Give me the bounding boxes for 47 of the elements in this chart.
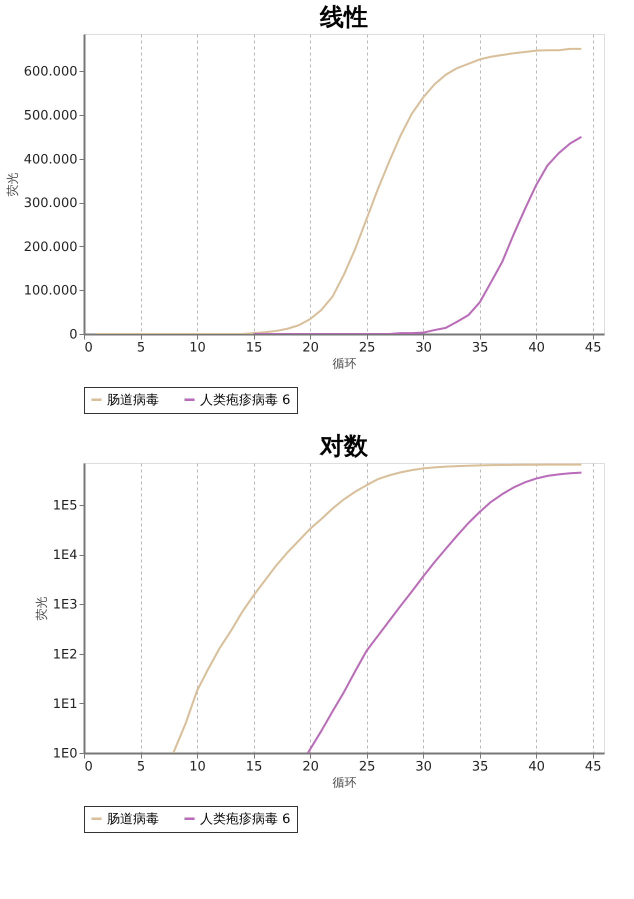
x-tick-label: 25 (358, 760, 376, 774)
x-tick-label: 5 (136, 340, 146, 356)
y-tick-label: 200.000 (24, 240, 78, 255)
legend-label: 人类疱疹病毒 6 (200, 812, 290, 827)
x-tick-label: 45 (584, 340, 602, 356)
x-tick-label: 35 (472, 340, 488, 356)
legend-label: 肠道病毒 (107, 812, 159, 827)
chart-title: 线性 (319, 3, 368, 31)
y-tick-label: 1E2 (52, 647, 78, 662)
legend-label: 肠道病毒 (107, 392, 159, 408)
x-tick-label: 0 (84, 760, 93, 774)
x-tick-label: 30 (415, 760, 432, 774)
y-tick-label: 1E0 (52, 746, 78, 762)
x-tick-label: 20 (302, 760, 319, 774)
y-tick-label: 600.000 (24, 64, 78, 80)
y-axis-title: 荧光 (6, 172, 20, 196)
y-tick-label: 100.000 (24, 284, 78, 299)
line-series (172, 464, 582, 753)
x-tick-label: 45 (584, 760, 602, 774)
x-tick-label: 40 (528, 760, 545, 774)
x-tick-label: 5 (136, 760, 146, 774)
x-tick-label: 40 (528, 340, 545, 356)
y-tick-label: 300.000 (24, 196, 78, 212)
y-tick-label: 400.000 (24, 152, 78, 168)
x-tick-label: 0 (84, 340, 93, 356)
x-tick-label: 10 (189, 340, 206, 356)
y-tick-label: 1E1 (52, 696, 78, 712)
line-series (306, 472, 582, 753)
line-series (94, 48, 582, 334)
y-axis-title: 荧光 (34, 596, 49, 620)
x-tick-label: 15 (246, 760, 262, 774)
x-tick-label: 15 (246, 340, 262, 356)
x-tick-label: 20 (302, 340, 319, 356)
x-tick-label: 30 (415, 340, 432, 356)
x-tick-label: 10 (189, 760, 206, 774)
line-series (252, 136, 582, 334)
y-tick-label: 500.000 (24, 108, 78, 124)
y-tick-label: 1E5 (52, 498, 78, 514)
chart-title: 对数 (319, 432, 369, 460)
x-tick-label: 25 (358, 340, 376, 356)
x-axis-title: 循环 (332, 776, 356, 790)
x-axis-title: 循环 (332, 356, 356, 370)
y-tick-label: 1E3 (52, 598, 78, 613)
y-tick-label: 0 (69, 328, 78, 342)
y-tick-label: 1E4 (52, 548, 78, 564)
legend-label: 人类疱疹病毒 6 (200, 392, 290, 408)
x-tick-label: 35 (472, 760, 488, 774)
